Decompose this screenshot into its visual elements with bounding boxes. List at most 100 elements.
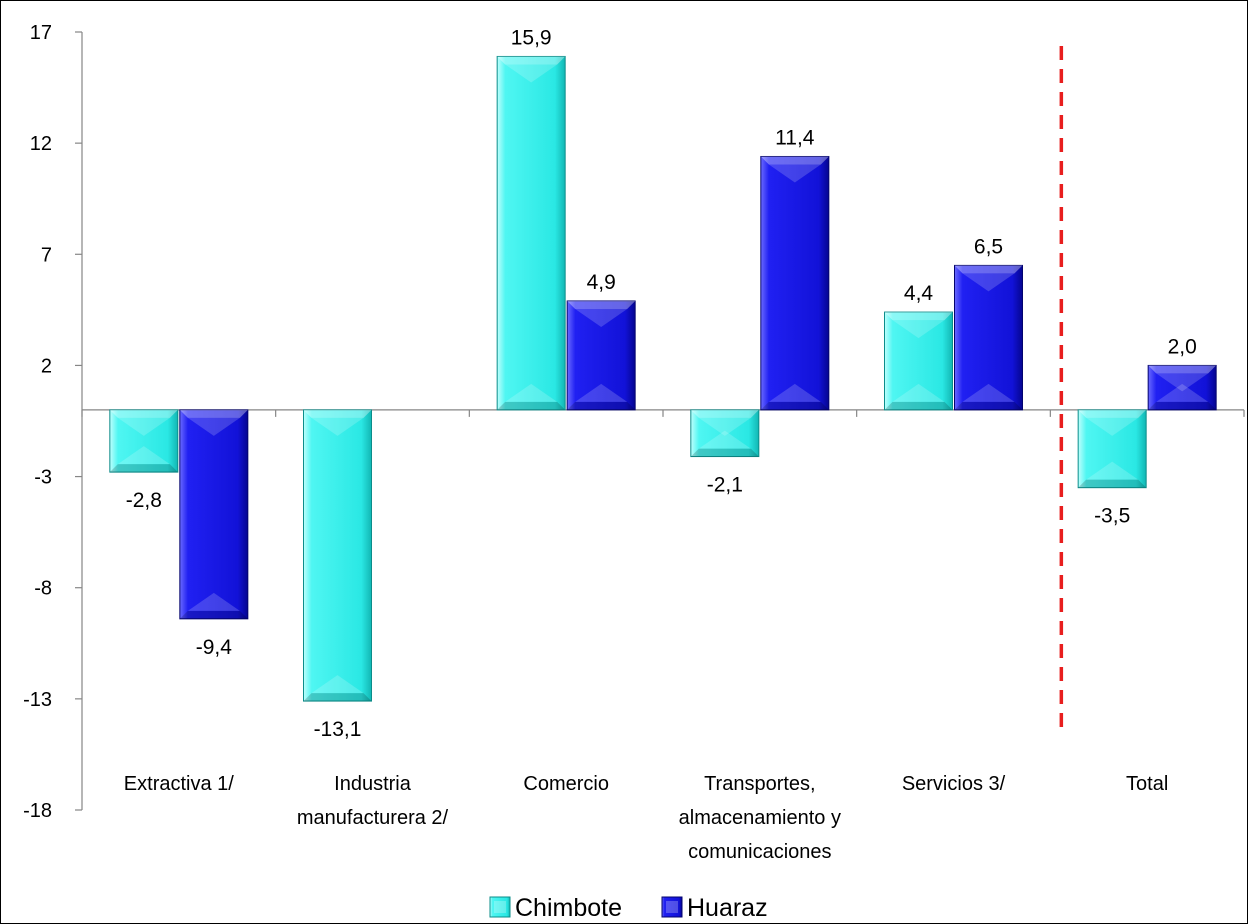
bar-body (109, 409, 179, 473)
data-label: -2,1 (707, 474, 743, 497)
category-label: Transportes, almacenamiento y comunicacion… (679, 773, 841, 863)
data-label: -2,8 (126, 489, 162, 512)
bar-bevel-top (109, 409, 178, 418)
legend: Chimbote Huaraz (489, 894, 768, 922)
bar-facet-top (962, 273, 1015, 292)
bar-facet-bottom (187, 592, 240, 611)
y-tick-label: 17 (30, 22, 52, 44)
bar-facet-bottom (768, 383, 821, 402)
bar-body (179, 409, 249, 620)
legend-label: Chimbote (515, 894, 622, 922)
category-label: Total (1126, 773, 1168, 795)
data-label: -9,4 (196, 636, 233, 659)
bar-facet-top (1086, 417, 1139, 436)
bar-huaraz (566, 300, 636, 411)
data-label: -13,1 (314, 718, 362, 741)
bar-bevel-bottom (303, 693, 372, 702)
bar-bevel-bottom (1078, 479, 1147, 488)
bar-body (496, 55, 566, 411)
data-labels: -2,8 -13,1 15,9 -2,1 4,4 -3,5 -9,4 4,9 11,4 6,5 2,… (126, 26, 1197, 741)
bar-bevel-top (760, 156, 829, 165)
bar-bevel-bottom (884, 401, 953, 410)
y-tick-label: 12 (30, 133, 52, 155)
bar-facet-bottom (117, 446, 170, 465)
bar-chimbote (884, 311, 953, 411)
bar-body (1077, 409, 1147, 489)
legend-swatch (489, 896, 511, 918)
y-tick-label: 7 (41, 244, 52, 266)
bar-facet-bottom (311, 675, 364, 694)
legend-label: Huaraz (687, 894, 768, 922)
bar-body (760, 155, 830, 411)
bar-bevel-bottom (690, 448, 759, 457)
bar-bevel-bottom (567, 401, 636, 410)
category-label: Extractiva 1/ (124, 773, 234, 795)
bar-bevel-top (567, 300, 636, 309)
bar-facet-top (187, 417, 240, 436)
bar-body (884, 311, 953, 411)
bar-bevel-top (1148, 365, 1217, 374)
bar-chimbote (496, 55, 566, 411)
data-label: -3,5 (1094, 505, 1130, 528)
bar-bevel-bottom (179, 610, 248, 619)
bar-huaraz (954, 264, 1023, 411)
legend-swatch-bevel (494, 901, 506, 913)
bar-facet-top (1156, 373, 1209, 392)
bar-facet-top (768, 164, 821, 183)
bar-huaraz (760, 155, 830, 411)
bar-chimbote (690, 409, 760, 458)
data-label: 4,9 (587, 271, 616, 294)
bar-body (566, 300, 636, 411)
bar-body (954, 264, 1023, 411)
bar-facet-bottom (505, 383, 558, 402)
bar-bevel-top (179, 409, 248, 418)
bar-body (303, 409, 372, 702)
data-label: 2,0 (1168, 335, 1197, 358)
bar-bevel-top (690, 409, 759, 418)
category-label: Servicios 3/ (902, 773, 1006, 795)
legend-item-huaraz: Huaraz (661, 894, 768, 922)
bar-bevel-top (303, 409, 372, 418)
bar-facet-top (892, 320, 945, 339)
bar-facet-top (698, 417, 751, 436)
y-tick-label: -3 (34, 467, 52, 489)
bar-huaraz (179, 409, 249, 620)
axes: 17 12 7 2 -3 -8 -13 -18 Extractiva 1/Industria ma… (23, 22, 1245, 863)
bar-facet-bottom (1156, 383, 1209, 402)
bar-facet-top (575, 308, 628, 327)
data-label: 15,9 (511, 26, 552, 49)
y-tick-label: -18 (23, 800, 52, 822)
y-tick-label: 2 (41, 355, 52, 377)
y-tick-label: -13 (23, 689, 52, 711)
bar-facet-top (117, 417, 170, 436)
bar-bevel-bottom (497, 401, 566, 410)
bar-facet-bottom (892, 383, 945, 402)
bar-bevel-bottom (1148, 401, 1217, 410)
bar-chimbote (109, 409, 179, 473)
data-label: 11,4 (775, 126, 815, 149)
bar-body (1147, 364, 1217, 411)
data-label: 4,4 (904, 282, 934, 305)
bar-chimbote (1077, 409, 1147, 489)
bar-facet-top (505, 64, 558, 83)
bar-body (690, 409, 760, 458)
bar-bevel-top (954, 265, 1023, 274)
bars (109, 55, 1217, 702)
bar-facet-bottom (575, 383, 628, 402)
bar-bevel-bottom (954, 401, 1023, 410)
legend-swatch (661, 896, 683, 918)
legend-swatch-bevel (666, 901, 678, 913)
bar-facet-bottom (962, 383, 1015, 402)
bar-chimbote (303, 409, 372, 702)
bar-bevel-bottom (109, 464, 178, 473)
y-tick-label: -8 (34, 578, 52, 600)
bar-bevel-top (884, 312, 953, 321)
data-label: 6,5 (974, 235, 1003, 258)
category-label: Comercio (523, 773, 609, 795)
bar-facet-bottom (1086, 461, 1139, 480)
bar-bevel-top (1078, 409, 1147, 418)
bar-bevel-top (497, 56, 566, 65)
bar-bevel-bottom (760, 401, 829, 410)
bar-facet-bottom (698, 430, 751, 449)
